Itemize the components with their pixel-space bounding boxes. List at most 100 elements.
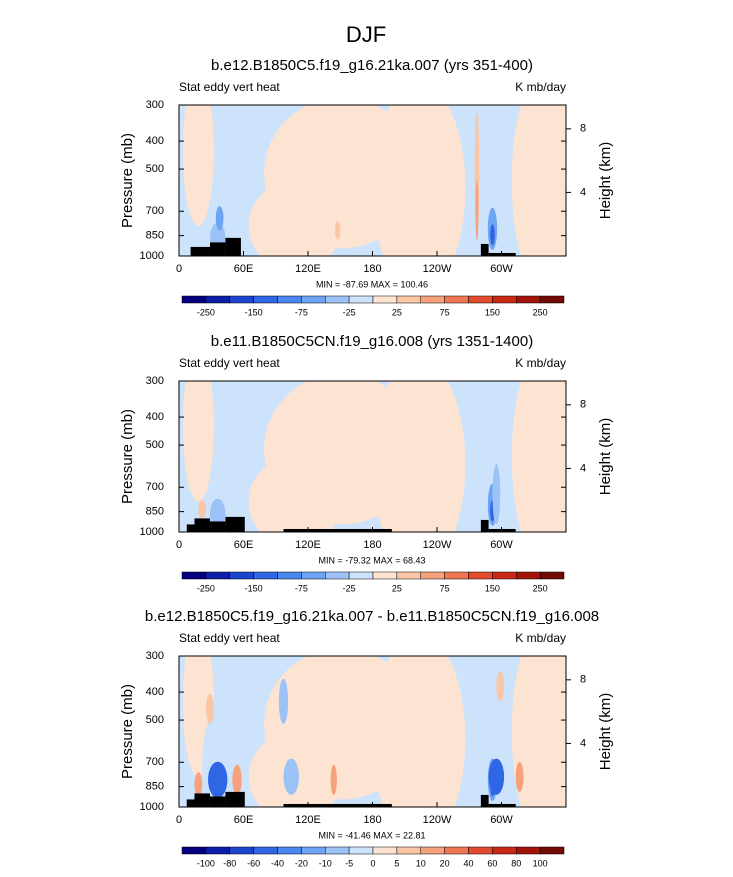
colorbar-box <box>492 295 517 304</box>
panel-title: b.e12.B1850C5.f19_g16.21ka.007 (yrs 351-… <box>211 57 533 74</box>
colorbar-label: 150 <box>485 307 500 317</box>
colorbar-label: -150 <box>245 583 263 593</box>
terrain <box>225 791 245 807</box>
y-tick-label: 850 <box>146 781 164 793</box>
y-tick-label: 1000 <box>140 801 164 813</box>
colorbar-box <box>372 846 398 855</box>
x-tick-label: 120E <box>295 263 321 275</box>
colorbar-box <box>253 846 278 855</box>
left-string: Stat eddy vert heat <box>179 356 280 370</box>
y-tick-label: 500 <box>146 439 164 451</box>
y2-tick-label: 8 <box>580 674 586 686</box>
x-tick-label: 180 <box>363 263 381 275</box>
colorbar-box <box>181 846 207 855</box>
contour-fill <box>490 224 495 246</box>
colorbar-label: 75 <box>440 307 450 317</box>
x-tick-label: 120W <box>423 539 452 551</box>
contour-fill <box>475 180 479 241</box>
colorbar-box <box>396 295 421 304</box>
colorbar-box <box>444 295 469 304</box>
contour-fill <box>511 656 566 807</box>
colorbar-box <box>325 846 350 855</box>
contour-fill <box>278 678 289 724</box>
x-tick-label: 60W <box>490 263 513 275</box>
colorbar-box <box>301 571 326 580</box>
colorbar-box <box>420 571 445 580</box>
terrain <box>283 528 392 532</box>
annotation: MIN = -41.46 MAX = 22.81 <box>318 830 425 840</box>
y-tick-label: 850 <box>146 230 164 242</box>
x-tick-label: 0 <box>176 539 182 551</box>
colorbar-label: -250 <box>197 583 215 593</box>
colorbar-box <box>516 846 541 855</box>
left-string: Stat eddy vert heat <box>179 80 280 94</box>
colorbar-box <box>229 571 254 580</box>
y-tick-label: 700 <box>146 205 164 217</box>
contour-fill <box>511 381 566 532</box>
y-tick-label: 700 <box>146 756 164 768</box>
colorbar-box <box>539 295 565 304</box>
colorbar-label: 75 <box>440 583 450 593</box>
x-tick-label: 120W <box>423 263 452 275</box>
figure-title: DJF <box>346 22 386 47</box>
colorbar-label: -60 <box>247 858 260 868</box>
colorbar-label: -40 <box>271 858 284 868</box>
colorbar-label: 250 <box>533 583 548 593</box>
colorbar-box <box>396 846 421 855</box>
contour-fill <box>372 381 466 532</box>
annotation: MIN = -79.32 MAX = 68.43 <box>318 555 425 565</box>
contour-fill <box>208 761 228 798</box>
y2-tick-label: 4 <box>580 462 586 474</box>
y-tick-label: 400 <box>146 411 164 423</box>
colorbar-box <box>444 846 469 855</box>
colorbar-box <box>301 295 326 304</box>
colorbar-box <box>492 571 517 580</box>
y-axis-label: Pressure (mb) <box>119 684 136 779</box>
contour-fill <box>182 105 214 226</box>
colorbar-box <box>539 571 565 580</box>
y-tick-label: 400 <box>146 135 164 147</box>
colorbar-box <box>348 295 374 304</box>
colorbar-box <box>181 571 207 580</box>
terrain <box>209 242 226 256</box>
y2-tick-label: 4 <box>580 737 586 749</box>
contour-fill <box>330 764 337 795</box>
contour-field <box>179 381 566 532</box>
y-tick-label: 500 <box>146 714 164 726</box>
right-string: K mb/day <box>515 631 566 645</box>
colorbar-label: -10 <box>319 858 332 868</box>
x-tick-label: 120W <box>423 814 452 826</box>
colorbar-box <box>468 295 493 304</box>
contour-fill <box>492 464 501 525</box>
right-string: K mb/day <box>515 356 566 370</box>
colorbar-box <box>325 571 350 580</box>
contour-fill <box>372 656 466 807</box>
colorbar-box <box>348 571 374 580</box>
colorbar-label: 25 <box>392 307 402 317</box>
left-string: Stat eddy vert heat <box>179 631 280 645</box>
colorbar-box <box>516 295 541 304</box>
colorbar-label: 20 <box>440 858 450 868</box>
right-string: K mb/day <box>515 80 566 94</box>
annotation: MIN = -87.69 MAX = 100.46 <box>316 279 428 289</box>
contour-fill <box>206 693 214 724</box>
x-tick-label: 60E <box>234 814 254 826</box>
contour-fill <box>283 758 299 795</box>
contour-fill <box>248 456 342 532</box>
y-tick-label: 850 <box>146 506 164 518</box>
panel-title: b.e12.B1850C5.f19_g16.21ka.007 - b.e11.B… <box>145 608 599 625</box>
colorbar-label: 60 <box>487 858 497 868</box>
terrain <box>186 524 195 532</box>
colorbar-label: -5 <box>345 858 353 868</box>
x-tick-label: 60E <box>234 263 254 275</box>
terrain <box>225 237 241 256</box>
y-tick-label: 500 <box>146 163 164 175</box>
contour-fill <box>232 764 242 795</box>
colorbar-box <box>468 846 493 855</box>
colorbar-label: -250 <box>197 307 215 317</box>
y2-tick-label: 8 <box>580 399 586 411</box>
contour-fill <box>334 221 341 240</box>
x-tick-label: 60W <box>490 539 513 551</box>
contour-fill <box>182 381 214 502</box>
colorbar-label: -25 <box>343 307 356 317</box>
